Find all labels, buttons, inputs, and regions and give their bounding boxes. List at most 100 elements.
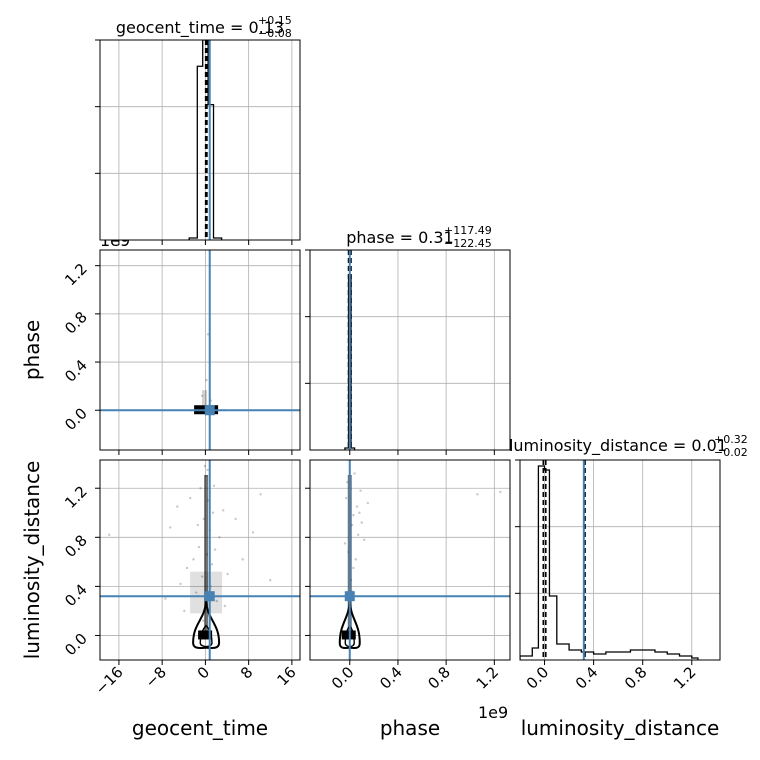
sample-point [251, 531, 255, 534]
sample-point [189, 496, 192, 500]
tick-label-y: 0.0 [61, 404, 91, 434]
panel-bg [520, 460, 720, 660]
sample-point [176, 505, 179, 508]
tick-label-y: 0.4 [61, 580, 91, 610]
sample-point [107, 533, 111, 537]
density-luminosity_distance_vs_phase [310, 460, 510, 660]
title-luminosity-distance-sup: +0.32 [714, 433, 748, 446]
sample-point [211, 511, 215, 514]
sample-point [169, 526, 172, 529]
sample-point [192, 558, 195, 561]
title-luminosity-distance: luminosity_distance = 0.01 [509, 436, 727, 456]
histogram-geocent_time [188, 40, 223, 240]
sample-point [202, 619, 205, 622]
sample-point [269, 579, 272, 582]
panel-border [309, 459, 511, 661]
tick-label-x: 16 [273, 663, 299, 689]
sample-point [210, 563, 214, 566]
sample-point [355, 505, 359, 508]
tick-label-x: 0.4 [376, 663, 406, 693]
panel-2-2: 0.0 0.4 0.8 1.2 [515, 459, 721, 693]
sample-point [222, 509, 225, 512]
sample-point [218, 536, 221, 539]
xlabel-phase: phase [380, 716, 440, 740]
sample-point [356, 533, 360, 537]
sample-point [223, 604, 227, 608]
title-geocent-time: geocent_time = 0.13 [116, 18, 284, 38]
sample-point [205, 378, 208, 382]
tick-label-y: 0.8 [61, 308, 91, 338]
sample-point [360, 521, 364, 524]
tick-label-x: 0 [194, 663, 213, 682]
sample-point [344, 496, 348, 500]
panel-bg [310, 460, 510, 660]
sample-point [185, 566, 189, 570]
histogram-step [188, 40, 223, 240]
density-streak [204, 475, 209, 635]
density-streak [202, 390, 208, 407]
tick-label-x: −8 [142, 663, 170, 691]
ylabel-phase: phase [20, 320, 44, 380]
sample-point [476, 493, 479, 496]
sample-point [259, 493, 262, 496]
histogram-phase [344, 250, 356, 450]
plot-layer: 0.0 0.4 0.8 1.20.00.40.81.2−16 −8 0 8 160.00.40… [61, 39, 721, 698]
sample-point [197, 545, 201, 549]
tick-label-x: 1.2 [670, 663, 700, 693]
sample-point [499, 490, 502, 494]
density-core [198, 630, 213, 640]
panel-border [99, 459, 301, 661]
xlabel-luminosity-distance: luminosity_distance [521, 716, 720, 740]
sample-point [358, 511, 361, 514]
panel-bg [310, 250, 510, 450]
title-luminosity-distance-sub: −0.02 [714, 446, 748, 459]
panel-bg [100, 40, 300, 240]
panel-border [519, 459, 721, 661]
tick-label-x: 0.8 [424, 663, 454, 693]
panel-2-1: 0.0 0.4 0.8 1.2 [305, 459, 511, 693]
title-phase-sub: −122.45 [444, 237, 492, 250]
sample-point [203, 464, 207, 468]
tick-label-x: 1.2 [473, 663, 503, 693]
sample-point [200, 575, 204, 578]
panel-0-0 [95, 39, 301, 245]
sample-point [226, 572, 229, 576]
sample-point [206, 468, 209, 472]
title-geocent-time-sup: +0.15 [258, 14, 292, 27]
sample-point [183, 609, 186, 613]
xlabel-geocent-time: geocent_time [132, 716, 268, 740]
tick-label-y: 0.4 [61, 356, 91, 386]
tick-label-x: 0.0 [328, 663, 358, 693]
sample-point [352, 514, 355, 517]
sample-point [234, 517, 237, 521]
offset-label-phase-col: 1e9 [478, 703, 508, 722]
sample-point [200, 394, 204, 397]
panel-bg [100, 250, 300, 450]
sample-point [363, 538, 366, 541]
tick-label-x: 8 [237, 663, 256, 682]
sample-point [213, 548, 217, 551]
truth-marker [204, 591, 215, 602]
sample-point [359, 489, 362, 492]
density-luminosity_distance_vs_geocent_time [100, 460, 300, 660]
tick-label-x: 0.0 [523, 663, 553, 693]
tick-label-y: 0.8 [61, 531, 91, 561]
sample-point [212, 484, 216, 487]
sample-point [241, 558, 244, 561]
sample-point [196, 523, 200, 527]
sample-point [353, 472, 356, 475]
panel-1-0: 0.0 0.4 0.8 1.2 [61, 249, 301, 455]
density-contour [192, 601, 221, 649]
tick-label-y: 0.0 [61, 630, 91, 660]
histogram-step [520, 465, 699, 660]
sample-point [199, 487, 202, 490]
sample-point [164, 597, 167, 600]
truth-marker [204, 405, 215, 416]
panel-border [309, 249, 511, 451]
sample-point [352, 566, 355, 570]
density-phase_vs_geocent_time [100, 250, 300, 450]
sample-point [343, 542, 347, 545]
tick-label-x: 0.4 [572, 663, 602, 693]
panel-bg [100, 460, 300, 660]
